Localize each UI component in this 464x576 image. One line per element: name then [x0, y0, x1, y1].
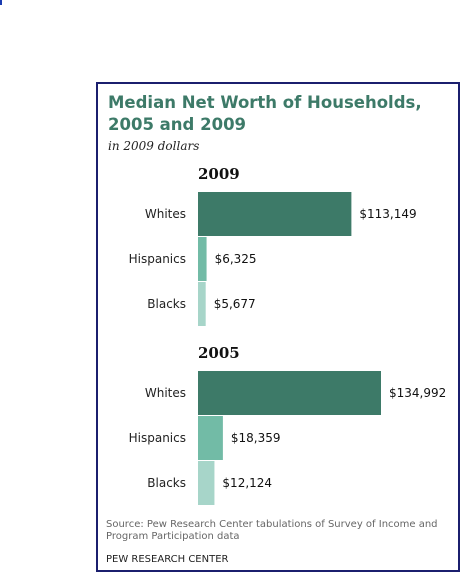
- category-label-2009-blacks: Blacks: [147, 297, 186, 311]
- bar-2005-whites: [198, 371, 381, 415]
- category-label-2005-blacks: Blacks: [147, 476, 186, 490]
- bar-2009-hispanics: [198, 237, 207, 281]
- source-note: Source: Pew Research Center tabulations …: [106, 519, 438, 542]
- bar-2005-blacks: [198, 461, 215, 505]
- bar-2009-whites: [198, 192, 352, 236]
- category-label-2005-hispanics: Hispanics: [129, 431, 186, 445]
- category-label-2009-hispanics: Hispanics: [129, 252, 186, 266]
- value-label-2009-blacks: $5,677: [214, 297, 256, 311]
- chart-title: Median Net Worth of Households, 2005 and…: [108, 93, 422, 134]
- group-title-2005: 2005: [198, 344, 240, 362]
- corner-mark: [0, 0, 2, 5]
- bar-2005-hispanics: [198, 416, 223, 460]
- value-label-2009-whites: $113,149: [359, 207, 416, 221]
- chart-subtitle: in 2009 dollars: [108, 139, 200, 153]
- group-title-2009: 2009: [198, 165, 240, 183]
- value-label-2005-hispanics: $18,359: [231, 431, 281, 445]
- value-label-2005-whites: $134,992: [389, 386, 446, 400]
- bar-chart: 2009 Whites $113,149 Hispanics $6,325 Blacks $…: [129, 165, 446, 505]
- credit-line: PEW RESEARCH CENTER: [106, 554, 229, 565]
- bar-2009-blacks: [198, 282, 206, 326]
- value-label-2005-blacks: $12,124: [222, 476, 272, 490]
- value-label-2009-hispanics: $6,325: [215, 252, 257, 266]
- category-label-2009-whites: Whites: [145, 207, 186, 221]
- chart-frame: Median Net Worth of Households, 2005 and…: [96, 82, 460, 572]
- category-label-2005-whites: Whites: [145, 386, 186, 400]
